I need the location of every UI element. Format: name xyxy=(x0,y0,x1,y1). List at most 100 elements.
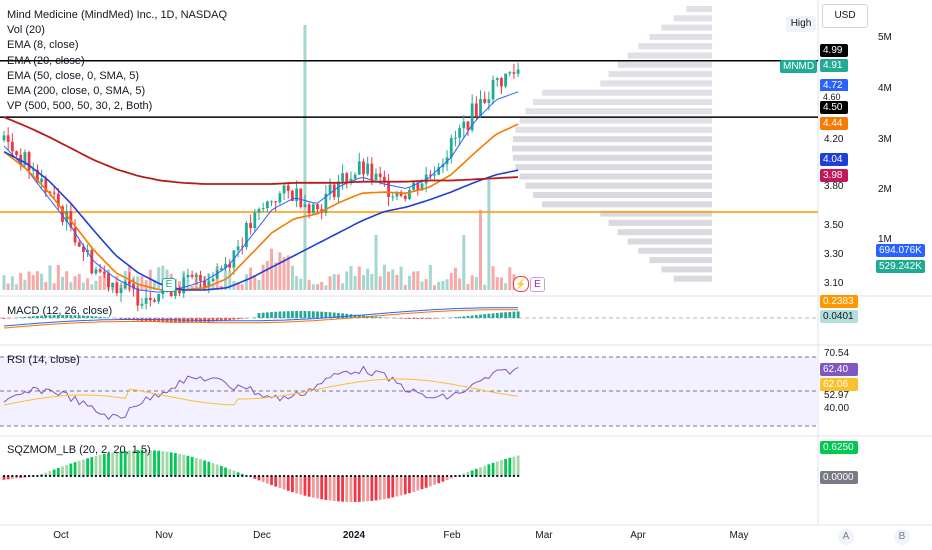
macd-bar xyxy=(52,315,56,318)
sqz-bar xyxy=(194,457,198,476)
sqz-dot xyxy=(149,475,152,477)
price-tick: 3.80 xyxy=(824,181,844,192)
earnings-marker[interactable]: E xyxy=(162,278,176,292)
vp-legend[interactable]: VP (500, 500, 50, 30, 2, Both) xyxy=(7,100,153,113)
sqz-bar xyxy=(107,453,110,476)
volume-bar xyxy=(303,25,307,290)
auto-scale-button[interactable]: A xyxy=(838,529,854,545)
macd-bar xyxy=(165,318,169,323)
candle-body xyxy=(316,204,319,210)
sqz-dot xyxy=(295,475,298,477)
ema20-legend[interactable]: EMA (20, close) xyxy=(7,54,85,67)
sqz-dot xyxy=(32,475,35,477)
sqz-dot xyxy=(253,475,256,477)
candle-body xyxy=(240,246,244,248)
volume-bar xyxy=(274,262,278,290)
volume-bar xyxy=(15,284,19,290)
volume-bar xyxy=(361,275,365,290)
volume-bar xyxy=(140,276,144,290)
price-label-ema50: 4.04 xyxy=(820,153,848,166)
symbol-title[interactable]: Mind Medicine (MindMed) Inc., 1D, NASDAQ xyxy=(7,9,228,21)
macd-bar xyxy=(261,312,265,318)
sqz-bar xyxy=(15,476,18,479)
ema8-legend[interactable]: EMA (8, close) xyxy=(7,39,79,52)
volume-tick: 3M xyxy=(878,134,892,145)
volume-bar xyxy=(491,266,495,290)
candle-body xyxy=(115,282,119,294)
price-label-ema200: 3.98 xyxy=(820,169,848,182)
currency-button[interactable]: USD xyxy=(822,4,868,28)
sqz-dot xyxy=(333,475,336,477)
macd-bar xyxy=(119,318,123,319)
sqz-dot xyxy=(107,475,110,477)
sqz-dot xyxy=(291,475,294,477)
vp-bar xyxy=(519,173,712,180)
volume-bar xyxy=(56,264,60,290)
sqz-dot xyxy=(454,475,457,477)
candle-body xyxy=(299,188,303,208)
volume-bar xyxy=(35,271,39,290)
sqz-dot xyxy=(370,475,373,477)
price-source-high[interactable]: High xyxy=(786,16,816,32)
ema50-legend[interactable]: EMA (50, close, 0, SMA, 5) xyxy=(7,69,140,82)
volume-bar xyxy=(483,284,487,290)
macd-bar xyxy=(90,316,94,318)
volume-bar xyxy=(236,282,240,290)
sqz-dot xyxy=(278,475,281,477)
candle-body xyxy=(408,189,411,200)
volume-bar xyxy=(345,271,349,290)
macd-bar xyxy=(332,312,336,318)
sqz-dot xyxy=(462,475,465,477)
macd-bar xyxy=(86,315,89,318)
sqz-dot xyxy=(441,475,444,477)
candle-body xyxy=(311,204,315,214)
volume-bar xyxy=(86,278,90,290)
sqz-bar xyxy=(261,476,265,483)
sqz-dot xyxy=(65,475,68,477)
sqz-dot xyxy=(145,475,148,477)
volume-bar xyxy=(336,274,340,290)
macd-bar xyxy=(69,315,73,318)
sqz-bar xyxy=(61,466,64,476)
sqz-bar xyxy=(169,452,173,476)
sqz-bar xyxy=(328,476,332,501)
volume-bar xyxy=(479,210,483,290)
sqz-dot xyxy=(262,475,265,477)
volume-bar xyxy=(416,271,420,290)
sqz-bar xyxy=(416,476,420,491)
candle-body xyxy=(211,278,215,282)
macd-bar xyxy=(328,312,332,318)
time-tick: Feb xyxy=(443,530,461,541)
candle-body xyxy=(73,227,77,243)
macd-bar xyxy=(424,318,428,319)
sqz-bar xyxy=(387,476,390,499)
sqz-dot xyxy=(136,475,139,477)
macd-legend[interactable]: MACD (12, 26, close) xyxy=(7,305,113,317)
sqz-bar xyxy=(48,471,52,476)
sqz-bar xyxy=(353,476,357,502)
ema200-legend[interactable]: EMA (200, close, 0, SMA, 5) xyxy=(7,85,146,98)
macd-bar xyxy=(36,315,39,318)
volume-bar xyxy=(31,275,35,290)
sqz-bar xyxy=(56,468,60,476)
candle-body xyxy=(56,193,60,207)
volume-tick: 4M xyxy=(878,83,892,94)
time-tick: May xyxy=(729,530,749,541)
candle-body xyxy=(23,152,27,166)
sqz-bar xyxy=(357,476,361,502)
vp-bar xyxy=(532,192,712,198)
macd-bar xyxy=(311,311,315,318)
sqz-legend[interactable]: SQZMOM_LB (20, 2, 20, 1.5) xyxy=(7,444,151,456)
sqz-dot xyxy=(182,475,185,477)
log-scale-button[interactable]: B xyxy=(894,529,910,545)
vol-legend[interactable]: Vol (20) xyxy=(7,24,45,37)
candle-body xyxy=(6,135,10,142)
earnings-marker-upcoming[interactable]: E xyxy=(530,277,545,292)
sqz-dot xyxy=(36,475,39,477)
macd-bar xyxy=(31,316,35,318)
rsi-legend[interactable]: RSI (14, close) xyxy=(7,354,80,366)
dividend-split-icon[interactable]: ⚡ xyxy=(513,276,529,292)
volume-bar xyxy=(270,248,274,290)
sqz-dot xyxy=(358,475,361,477)
